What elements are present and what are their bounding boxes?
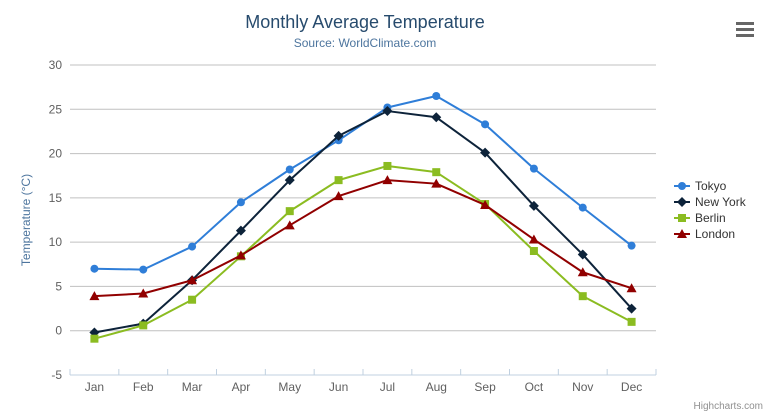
legend-item-berlin[interactable]: Berlin [674, 211, 726, 225]
x-axis-tick-label: Nov [572, 380, 593, 394]
series-line-london [93, 179, 633, 298]
y-axis-tick-label: 10 [49, 235, 63, 249]
data-point-marker [382, 106, 393, 117]
data-point-marker [677, 229, 687, 238]
data-point-marker [187, 275, 198, 285]
x-axis-tick-label: Mar [182, 380, 203, 394]
legend-item-label: Tokyo [695, 179, 727, 193]
data-point-marker [90, 334, 99, 343]
series-tokyo[interactable] [90, 92, 636, 274]
data-point-marker [139, 321, 148, 330]
x-axis-tick-label: Apr [232, 380, 251, 394]
x-axis-tick-label: Feb [133, 380, 154, 394]
data-point-marker [235, 225, 246, 236]
y-axis-tick-label: 25 [49, 102, 63, 116]
series-line-tokyo [93, 95, 633, 271]
hamburger-icon [736, 28, 754, 31]
data-point-marker [678, 182, 686, 190]
data-point-marker [677, 197, 687, 207]
data-point-marker [432, 168, 441, 177]
data-point-marker [529, 164, 538, 173]
data-point-marker [678, 214, 686, 222]
data-point-marker [90, 264, 99, 273]
legend-item-new-york[interactable]: New York [674, 195, 747, 209]
data-point-marker [284, 220, 295, 230]
chart-title: Monthly Average Temperature [245, 12, 485, 32]
y-axis-tick-label: 20 [49, 147, 63, 161]
data-point-marker [334, 176, 343, 185]
data-point-marker [285, 165, 294, 174]
data-point-marker [577, 267, 588, 277]
x-axis-tick-label: May [278, 380, 301, 394]
data-point-marker [528, 200, 539, 211]
series-new-york[interactable] [89, 106, 637, 338]
legend-item-label: London [695, 227, 735, 241]
data-point-marker [236, 198, 245, 207]
data-point-marker [626, 283, 637, 293]
x-axis-tick-label: Jun [329, 380, 348, 394]
x-axis-tick-label: Dec [621, 380, 642, 394]
data-point-marker [188, 295, 197, 304]
hamburger-icon [736, 34, 754, 37]
highcharts-credit[interactable]: Highcharts.com [693, 401, 763, 412]
x-axis-tick-label: Aug [426, 380, 447, 394]
legend-item-london[interactable]: London [674, 227, 735, 241]
data-point-marker [528, 234, 539, 244]
data-point-marker [431, 112, 442, 123]
data-point-marker [626, 303, 637, 314]
data-point-marker [480, 147, 491, 158]
x-axis-tick-label: Sep [474, 380, 496, 394]
x-axis-tick-label: Oct [525, 380, 544, 394]
series-line-new-york [93, 110, 633, 334]
y-axis-tick-label: 15 [49, 191, 63, 205]
y-axis-tick-label: -5 [51, 368, 62, 382]
data-point-marker [188, 242, 197, 251]
data-point-marker [529, 247, 538, 255]
series-london[interactable] [89, 175, 637, 301]
data-point-marker [627, 317, 636, 326]
data-point-marker [138, 288, 149, 298]
data-point-marker [333, 130, 344, 141]
data-point-marker [578, 292, 587, 301]
x-axis-tick-label: Jan [85, 380, 104, 394]
data-point-marker [431, 178, 442, 188]
data-point-marker [284, 175, 295, 186]
chart-context-menu-button[interactable] [733, 20, 757, 40]
data-point-marker [577, 249, 588, 260]
x-axis-tick-label: Jul [380, 380, 395, 394]
y-axis-tick-label: 5 [55, 279, 62, 293]
data-point-marker [480, 199, 491, 209]
data-point-marker [578, 203, 587, 212]
hamburger-icon [736, 22, 754, 25]
y-axis-title: Temperature (°C) [19, 174, 33, 266]
data-point-marker [382, 175, 393, 185]
legend-item-label: New York [695, 195, 747, 209]
data-point-marker [139, 265, 148, 274]
y-axis-tick-label: 30 [49, 58, 63, 72]
data-point-marker [481, 120, 490, 129]
data-point-marker [235, 250, 246, 260]
data-point-marker [333, 191, 344, 201]
data-point-marker [285, 207, 294, 216]
legend-item-tokyo[interactable]: Tokyo [674, 179, 727, 193]
legend-item-label: Berlin [695, 211, 726, 225]
series-line-berlin [93, 164, 633, 340]
data-point-marker [89, 291, 100, 301]
data-point-marker [432, 92, 441, 100]
y-axis-tick-label: 0 [55, 324, 62, 338]
chart-subtitle: Source: WorldClimate.com [293, 36, 437, 50]
data-point-marker [627, 241, 636, 250]
data-point-marker [383, 161, 392, 170]
